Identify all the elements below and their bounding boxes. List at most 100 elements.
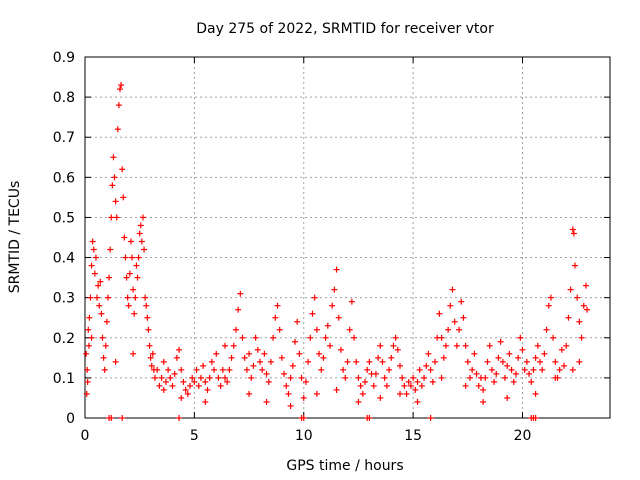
data-point bbox=[261, 350, 268, 357]
data-point bbox=[121, 234, 128, 241]
data-point bbox=[108, 214, 115, 221]
data-point bbox=[252, 334, 259, 341]
data-point bbox=[346, 326, 353, 333]
data-point bbox=[281, 370, 288, 377]
data-point bbox=[397, 362, 403, 369]
data-point bbox=[113, 214, 120, 221]
data-point bbox=[144, 314, 151, 321]
data-point bbox=[129, 254, 136, 261]
data-point bbox=[224, 378, 231, 385]
data-point bbox=[561, 362, 568, 369]
data-point bbox=[189, 374, 196, 381]
data-point bbox=[351, 334, 358, 341]
data-point bbox=[331, 286, 338, 293]
data-point bbox=[127, 238, 134, 245]
data-point bbox=[508, 366, 515, 373]
data-point bbox=[102, 342, 109, 349]
data-point bbox=[187, 382, 193, 389]
data-point bbox=[344, 358, 351, 365]
y-tick-label: 0.1 bbox=[53, 371, 75, 387]
data-point bbox=[578, 334, 585, 341]
data-point bbox=[318, 366, 325, 373]
data-point bbox=[313, 326, 320, 333]
data-point bbox=[460, 314, 467, 321]
data-point bbox=[364, 366, 371, 373]
data-point bbox=[148, 362, 155, 369]
data-point bbox=[296, 350, 303, 357]
data-points bbox=[83, 82, 591, 421]
data-point bbox=[287, 374, 294, 381]
data-point bbox=[184, 390, 191, 397]
data-point bbox=[510, 378, 517, 385]
data-point bbox=[123, 274, 130, 281]
data-point bbox=[497, 338, 504, 345]
data-point bbox=[167, 374, 174, 381]
data-point bbox=[329, 302, 336, 309]
data-point bbox=[176, 346, 183, 353]
data-point bbox=[526, 370, 533, 377]
data-point bbox=[206, 374, 213, 381]
data-point bbox=[353, 358, 360, 365]
data-point bbox=[473, 370, 480, 377]
data-point bbox=[146, 342, 153, 349]
data-point bbox=[405, 378, 412, 385]
data-point bbox=[425, 350, 432, 357]
data-point bbox=[563, 342, 570, 349]
data-point bbox=[171, 370, 178, 377]
data-point bbox=[180, 378, 187, 385]
data-point bbox=[85, 326, 92, 333]
x-tick-label: 15 bbox=[404, 428, 422, 444]
data-point bbox=[289, 362, 296, 369]
data-point bbox=[89, 238, 96, 245]
y-tick-label: 0.9 bbox=[53, 50, 75, 66]
data-point bbox=[558, 346, 565, 353]
data-point bbox=[213, 350, 220, 357]
zero-data-point bbox=[300, 415, 307, 421]
data-point bbox=[142, 294, 149, 301]
data-point bbox=[232, 326, 239, 333]
data-point bbox=[576, 318, 583, 325]
data-point bbox=[414, 398, 421, 405]
data-point bbox=[528, 378, 535, 385]
data-point bbox=[88, 262, 95, 269]
data-point bbox=[283, 382, 290, 389]
data-point bbox=[243, 366, 250, 373]
data-point bbox=[132, 294, 139, 301]
data-point bbox=[200, 362, 207, 369]
data-point bbox=[569, 366, 576, 373]
data-point bbox=[263, 370, 270, 377]
data-point bbox=[112, 358, 119, 365]
data-point bbox=[98, 310, 105, 317]
data-point bbox=[263, 398, 270, 405]
data-point bbox=[182, 386, 189, 393]
data-point bbox=[197, 374, 204, 381]
data-point bbox=[96, 302, 103, 309]
zero-data-point bbox=[366, 415, 373, 421]
data-point bbox=[530, 366, 537, 373]
data-point bbox=[114, 126, 121, 133]
data-point bbox=[412, 386, 419, 393]
data-point bbox=[416, 366, 423, 373]
data-point bbox=[348, 298, 355, 305]
data-point bbox=[543, 326, 550, 333]
data-point bbox=[122, 254, 129, 261]
data-point bbox=[552, 358, 559, 365]
data-point bbox=[149, 350, 156, 357]
data-point bbox=[305, 358, 312, 365]
data-point bbox=[83, 350, 90, 357]
data-point bbox=[399, 374, 406, 381]
data-point bbox=[355, 374, 362, 381]
data-point bbox=[222, 342, 228, 349]
data-point bbox=[386, 366, 393, 373]
data-point bbox=[130, 286, 137, 293]
data-point bbox=[480, 386, 487, 393]
zero-data-point bbox=[176, 415, 183, 421]
data-point bbox=[324, 322, 331, 329]
data-point bbox=[504, 394, 511, 401]
data-point bbox=[493, 370, 500, 377]
data-point bbox=[471, 350, 478, 357]
data-point bbox=[506, 350, 513, 357]
data-point bbox=[91, 270, 98, 277]
data-point bbox=[145, 326, 152, 333]
data-point bbox=[539, 366, 546, 373]
